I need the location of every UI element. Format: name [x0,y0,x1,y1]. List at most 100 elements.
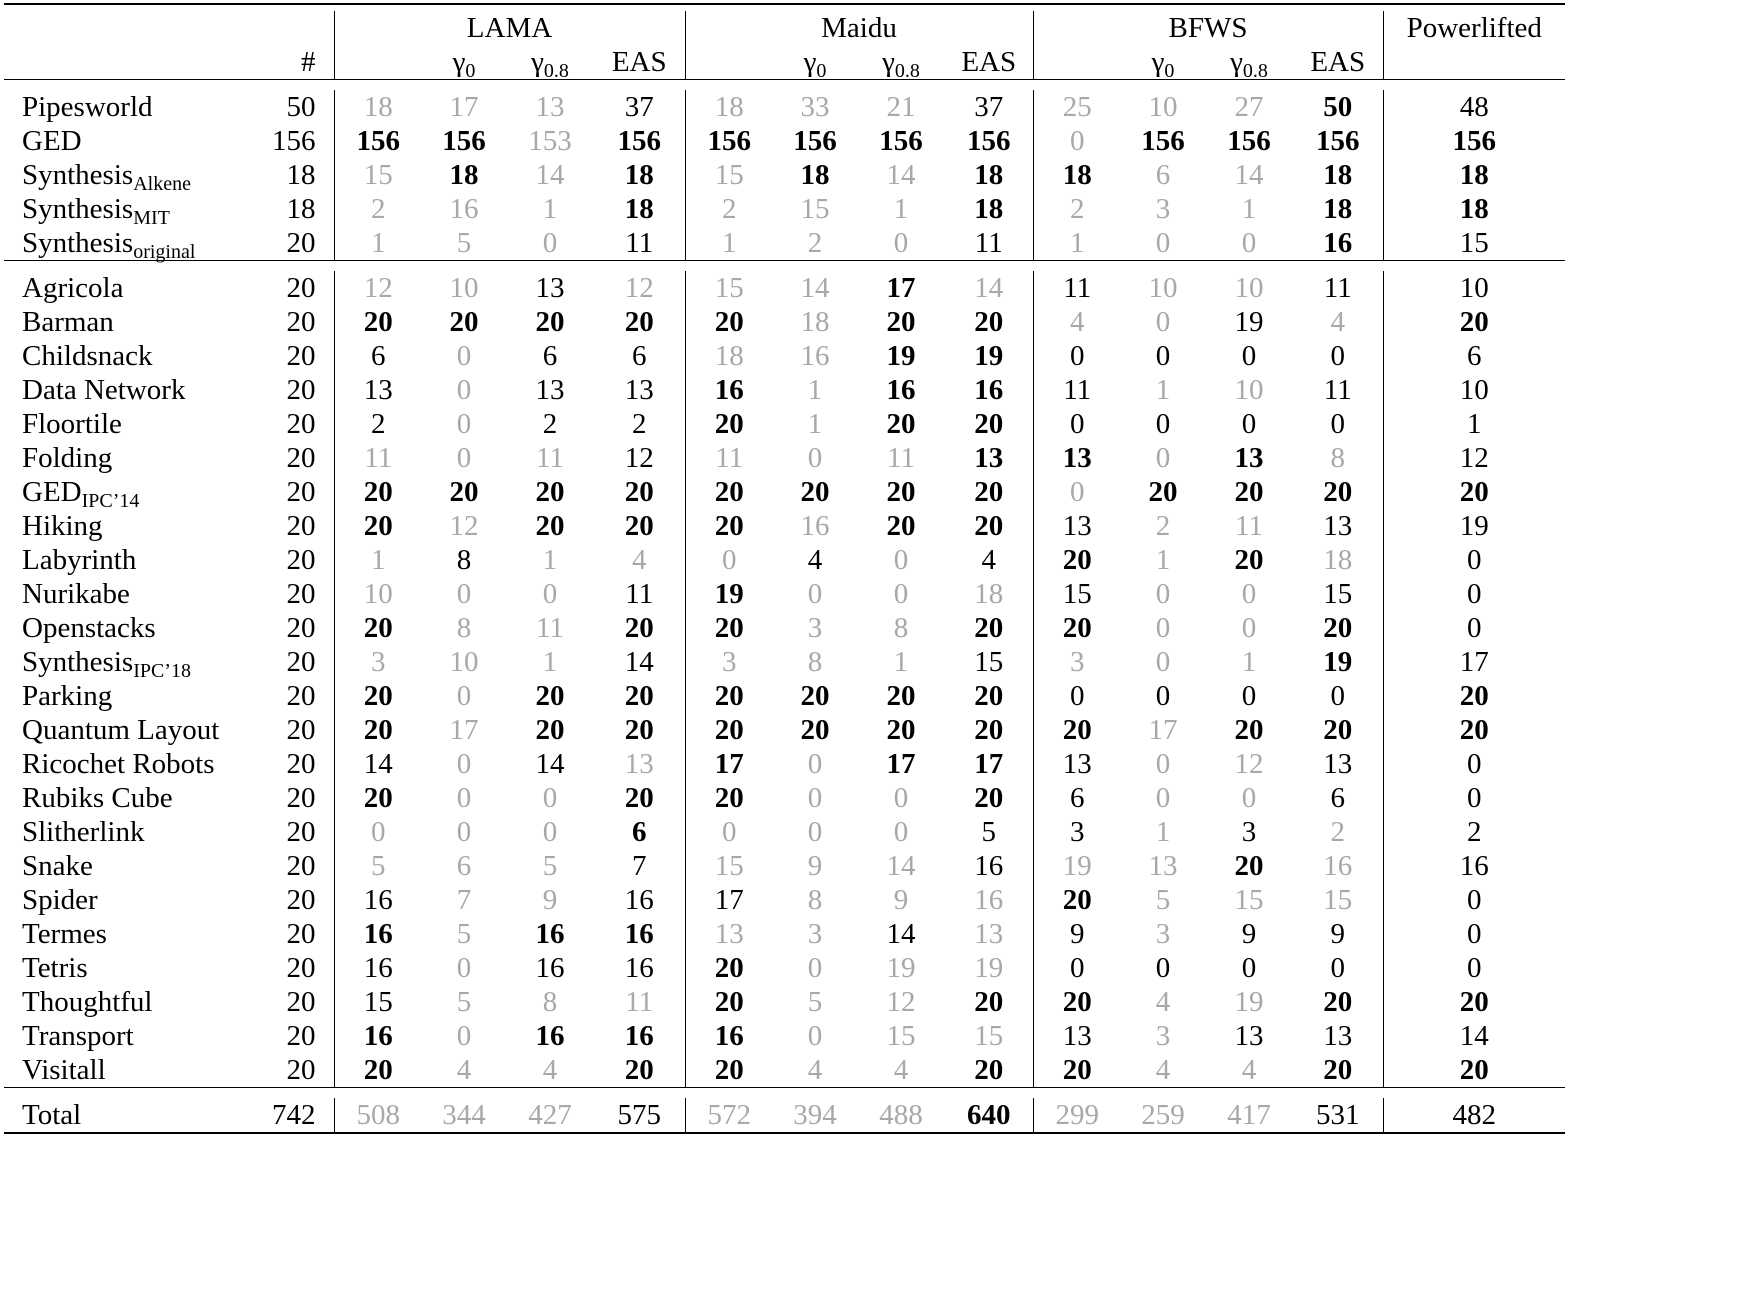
coverage-cell: 15 [886,1020,916,1052]
instance-count: 20 [286,714,316,746]
subcol-subscript: 0 [1164,60,1175,82]
coverage-cell: 15 [684,271,773,305]
instance-count: 20 [286,918,316,950]
coverage-cell: 13 [974,442,1004,474]
coverage-cell: 16 [974,884,1004,916]
coverage-cell: 9 [807,850,823,882]
coverage-cell: 20 [535,510,565,542]
table-row: Data Network 20 13 0 13 13 16 1 16 16 11 1 10 11 10 [4,373,1565,407]
coverage-cell: 0 [893,782,909,814]
coverage-cell: 572 [684,1098,773,1133]
domain-name: Folding [4,441,258,475]
domain-name: Pipesworld [4,90,258,124]
coverage-cell: 17 [886,272,916,304]
instance-count: 156 [272,125,316,157]
coverage-cell: 16 [535,1020,565,1052]
subcol-header: γ0.8 [1205,45,1293,82]
coverage-cell: 0 [807,816,823,848]
coverage-cell: 0 [1155,408,1171,440]
coverage-cell: 18 [684,339,773,373]
subcol-header [1032,45,1121,80]
coverage-cell: 6 [632,816,647,848]
table-row: Quantum Layout 20 20 17 20 20 20 20 20 20 20 17 20 20… [4,713,1565,747]
subcol-header: γ0.8 [506,45,594,81]
domain-label: Synthesis [22,193,134,225]
table-row: Floortile 20 2 0 2 2 20 1 20 20 0 0 0 0 1 [4,407,1565,441]
coverage-cell: 2 [632,408,647,440]
coverage-cell: 18 [974,159,1004,191]
coverage-cell: 3 [807,612,823,644]
subcol-header: EAS [1293,45,1383,80]
instance-count: 20 [286,646,316,678]
domain-label: Termes [22,918,107,950]
coverage-cell: 27 [1234,91,1264,123]
coverage-cell: 0 [456,408,472,440]
coverage-cell: 20 [800,476,830,508]
coverage-cell: 9 [893,884,909,916]
domain-label: Folding [22,442,113,474]
coverage-cell: 0 [1382,577,1565,611]
group-lama: LAMA [333,11,685,45]
coverage-cell: 20 [624,476,654,508]
coverage-cell: 153 [528,125,572,157]
coverage-cell: 3 [1241,816,1257,848]
subcol-subscript: 0 [465,60,476,82]
coverage-cell: 1 [1155,816,1171,848]
coverage-cell: 20 [886,408,916,440]
table-row: Parking 20 20 0 20 20 20 20 20 20 0 0 0 0 20 [4,679,1565,713]
coverage-cell: 20 [1234,714,1264,746]
coverage-cell: 3 [1155,193,1171,225]
coverage-cell: 5 [807,986,823,1018]
coverage-cell: 13 [1323,748,1353,780]
coverage-cell: 8 [893,612,909,644]
domain-label: Data Network [22,374,186,406]
subcol-subscript: 0.8 [1242,60,1268,82]
coverage-cell: 10 [449,272,479,304]
coverage-cell: 156 [684,124,773,158]
instance-count: 20 [286,816,316,848]
coverage-cell: 2 [542,408,558,440]
coverage-cell: 1 [1155,544,1171,576]
coverage-cell: 15 [974,646,1004,678]
subcol-label: γ [1151,46,1165,78]
coverage-cell: 1 [807,408,823,440]
coverage-cell: 18 [1382,158,1565,192]
coverage-cell: 1 [893,193,909,225]
coverage-cell: 10 [1148,272,1178,304]
coverage-cell: 16 [800,510,830,542]
coverage-cell: 0 [1330,340,1346,372]
domain-label: Spider [22,884,98,916]
coverage-cell: 0 [1155,680,1171,712]
domain-label: Rubiks Cube [22,782,173,814]
coverage-cell: 16 [1323,850,1353,882]
coverage-cell: 25 [1032,90,1121,124]
coverage-cell: 20 [1148,476,1178,508]
coverage-cell: 0 [684,815,773,849]
coverage-cell: 0 [456,374,472,406]
coverage-cell: 20 [684,1053,773,1088]
coverage-cell: 11 [1032,271,1121,305]
coverage-cell: 20 [800,680,830,712]
coverage-cell: 9 [542,884,558,916]
subcol-label: EAS [961,46,1017,78]
table-row: Pipesworld 50 18 17 13 37 18 33 21 37 25 10 27 50 48 [4,90,1565,124]
coverage-cell: 8 [542,986,558,1018]
coverage-cell: 18 [974,193,1004,225]
coverage-cell: 20 [333,509,422,543]
coverage-cell: 20 [624,612,654,644]
coverage-cell: 1 [1241,193,1257,225]
coverage-cell: 0 [1382,951,1565,985]
coverage-cell: 0 [807,578,823,610]
coverage-cell: 21 [886,91,916,123]
subcol-header [684,45,773,80]
coverage-cell: 4 [632,544,647,576]
coverage-cell: 20 [449,476,479,508]
domain-name: Slitherlink [4,815,258,849]
coverage-cell: 15 [1234,884,1264,916]
coverage-cell: 20 [1032,611,1121,645]
table-row: Childsnack 20 6 0 6 6 18 16 19 19 0 0 0 0 6 [4,339,1565,373]
coverage-cell: 11 [1235,510,1263,542]
coverage-cell: 20 [974,408,1004,440]
domain-name: Ricochet Robots [4,747,258,781]
coverage-cell: 20 [1382,713,1565,747]
